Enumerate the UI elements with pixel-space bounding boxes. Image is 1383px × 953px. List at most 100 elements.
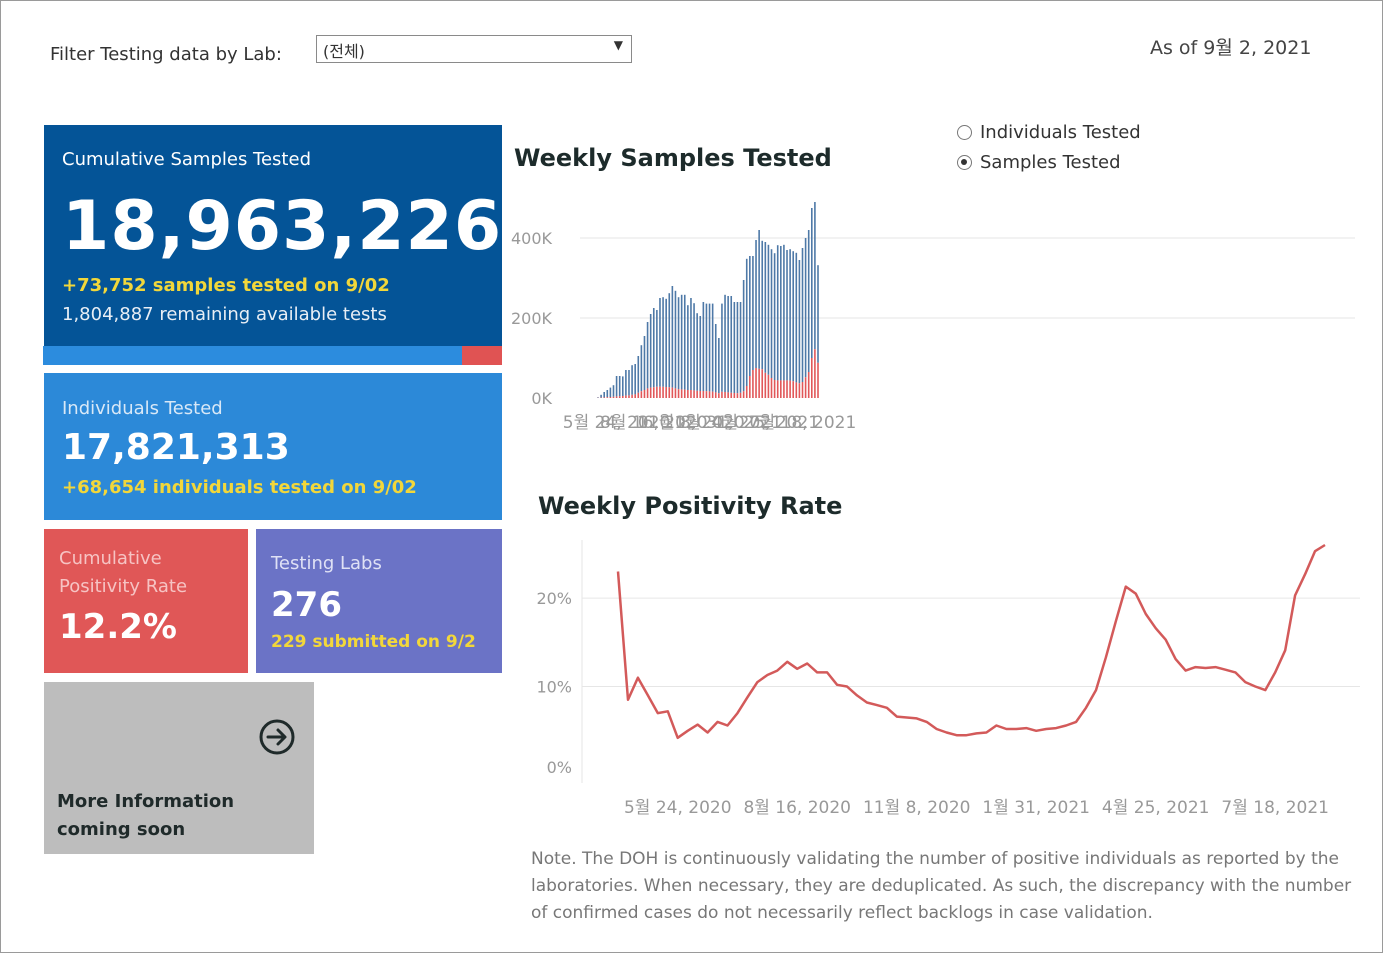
bar-negative — [727, 296, 729, 393]
more-info-label: More Information coming soon — [57, 791, 235, 840]
bar-positive — [643, 390, 646, 398]
remaining-tests: 1,804,887 remaining available tests — [62, 304, 387, 325]
bar-negative — [606, 390, 609, 398]
bar-positive — [637, 392, 640, 398]
bar-positive — [721, 391, 723, 398]
x-tick-label: 1월 31, 2021 — [674, 413, 782, 433]
bar-positive — [671, 387, 674, 398]
individuals-today: +68,654 individuals tested on 9/02 — [62, 477, 417, 498]
bar-negative — [804, 238, 807, 378]
bar-negative — [652, 308, 655, 388]
bar-negative — [702, 302, 705, 391]
bar-negative — [749, 256, 751, 376]
testing-labs-value: 276 — [271, 585, 342, 625]
cumulative-samples-tile: Cumulative Samples Tested 18,963,226 +73… — [44, 125, 502, 346]
radio-label: Individuals Tested — [980, 122, 1141, 143]
bar-negative — [646, 322, 649, 389]
bar-positive — [755, 368, 757, 398]
labs-submitted: 229 submitted on 9/2 — [271, 632, 476, 652]
remaining-tests-bar-fill — [462, 346, 502, 365]
bar-positive — [711, 391, 714, 398]
bar-negative — [637, 356, 640, 393]
bar-positive — [668, 387, 671, 398]
x-tick-label: 5월 24, 2020 — [563, 413, 671, 433]
y-tick-label: 10% — [536, 678, 572, 697]
bar-negative — [798, 260, 801, 384]
bar-positive — [761, 369, 764, 398]
bar-negative — [618, 376, 621, 397]
bar-negative — [705, 303, 708, 392]
bar-positive — [745, 386, 748, 398]
bar-positive — [783, 380, 785, 398]
bar-positive — [652, 387, 655, 398]
lab-filter-dropdown[interactable]: (전체) ▼ — [316, 35, 632, 63]
bar-negative — [625, 370, 627, 396]
x-tick-label: 7월 18, 2021 — [749, 413, 857, 433]
bar-positive — [742, 391, 745, 398]
x-tick-label: 11월 8, 2020 — [637, 413, 745, 433]
bar-positive — [718, 393, 720, 398]
bar-positive — [646, 388, 649, 398]
bar-negative — [761, 240, 764, 370]
bar-negative — [783, 244, 785, 381]
bar-positive — [752, 370, 754, 398]
bar-positive — [677, 389, 680, 398]
cumulative-samples-title: Cumulative Samples Tested — [62, 149, 311, 170]
bar-positive — [702, 391, 705, 398]
bar-positive — [724, 392, 726, 398]
bar-negative — [668, 293, 671, 388]
bar-positive — [801, 382, 804, 398]
bar-negative — [600, 394, 602, 398]
arrow-circle-right-icon[interactable] — [258, 718, 296, 756]
x-tick-label: 11월 8, 2020 — [863, 798, 971, 818]
bar-negative — [640, 345, 643, 392]
cumulative-samples-value: 18,963,226 — [62, 187, 503, 266]
bar-positive — [807, 372, 810, 398]
bar-positive — [749, 376, 751, 398]
bar-positive — [680, 389, 683, 398]
x-tick-label: 1월 31, 2021 — [982, 798, 1090, 818]
bar-positive — [603, 397, 605, 398]
bar-positive — [662, 386, 664, 398]
bar-positive — [814, 349, 816, 398]
bar-negative — [733, 302, 736, 393]
positivity-rate-tile: Cumulative Positivity Rate 12.2% — [44, 529, 248, 673]
bar-positive — [798, 383, 801, 398]
x-tick-label: 8월 16, 2020 — [600, 413, 708, 433]
note-text: Note. The DOH is continuously validating… — [531, 849, 1352, 923]
more-info-tile[interactable]: More Information coming soon — [44, 682, 314, 854]
bar-positive — [631, 394, 633, 398]
bar-positive — [696, 390, 698, 398]
positivity-rate-title: Cumulative Positivity Rate — [59, 548, 188, 597]
bar-negative — [764, 242, 767, 373]
bar-negative — [708, 303, 711, 392]
radio-circle-selected-icon — [957, 155, 972, 170]
bar-negative — [628, 370, 630, 396]
x-tick-label: 4월 25, 2021 — [1102, 798, 1210, 818]
radio-individuals-tested[interactable]: Individuals Tested — [957, 122, 1141, 143]
bar-positive — [659, 386, 661, 398]
individuals-tested-value: 17,821,313 — [62, 427, 290, 468]
bar-positive — [683, 389, 686, 398]
bar-positive — [612, 396, 615, 398]
x-tick-label: 7월 18, 2021 — [1221, 798, 1329, 818]
bar-negative — [789, 249, 791, 381]
bar-negative — [721, 303, 723, 392]
lab-filter-value: (전체) — [323, 42, 365, 61]
bar-negative — [801, 248, 804, 382]
bar-positive — [690, 390, 692, 398]
bar-negative — [711, 303, 714, 392]
bar-negative — [817, 265, 819, 363]
bar-positive — [708, 391, 711, 398]
bar-positive — [699, 391, 702, 398]
bar-positive — [618, 396, 621, 398]
bar-negative — [677, 297, 680, 390]
weekly-positivity-chart: 0% 10% 20% 5월 24, 2020 8월 16, 2020 11월 8, 202… — [536, 540, 1360, 818]
bar-negative — [770, 249, 773, 378]
bar-negative — [758, 230, 760, 369]
bar-positive — [693, 390, 695, 398]
radio-samples-tested[interactable]: Samples Tested — [957, 152, 1121, 173]
bar-negative — [745, 258, 748, 386]
bar-positive — [758, 368, 760, 398]
bar-positive — [606, 397, 609, 398]
